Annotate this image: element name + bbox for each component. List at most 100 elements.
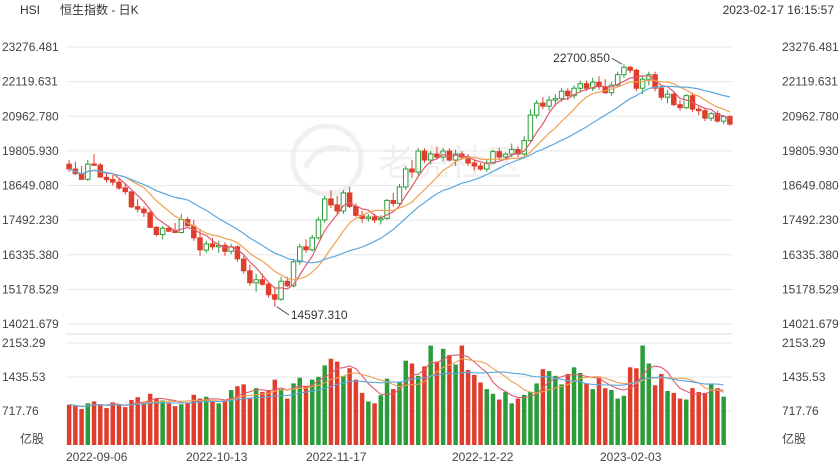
candle-body [141,208,147,214]
candle-body [303,246,309,251]
price-tick-label: 19805.930 [782,144,839,158]
candle-body [546,99,552,107]
volume-bar [247,398,253,445]
volume-bar [422,366,427,445]
candle-body [234,246,241,260]
volume-bar [253,388,259,445]
price-tick-label: 19805.930 [2,144,59,158]
candle-body [153,226,160,236]
volume-bar [228,390,234,445]
volume-bar [715,388,720,445]
volume-bar [621,395,627,445]
candle-body [384,199,390,219]
volume-bar [602,388,608,445]
candle-body [583,83,590,89]
volume-tick-label: 1435.53 [782,370,826,384]
low-annotation-pointer [276,306,290,316]
volume-bar [278,389,284,445]
moving-average-lines [68,75,731,290]
volume-bar [665,390,670,445]
candle-body [191,225,197,239]
candle-body [259,279,266,285]
candle-body [627,66,633,71]
candle-body [197,237,203,251]
volume-bar [690,388,695,445]
chart-title: 恒生指数 - 日K [60,2,139,17]
candle-body [371,216,378,221]
volume-axis-left: 2153.29 1435.53 717.76 [2,336,46,418]
candle-body [471,162,478,167]
candle-body [321,198,328,221]
candle-body [558,90,565,100]
candle-body [290,261,297,287]
candle-body [490,151,496,164]
candle-body [714,113,721,122]
candle-body [134,206,141,210]
volume-bar [397,382,402,445]
volume-bar [609,390,614,445]
volume-bar [104,408,109,445]
volume-bar [372,403,377,445]
date-tick-label: 2022-10-13 [186,450,248,464]
volume-bar [359,392,365,445]
candle-body [427,153,434,161]
candle-body [247,270,253,284]
candle-body [378,217,384,221]
candle-body [577,83,584,89]
watermark-logo-icon [290,123,364,197]
volume-bar [285,398,290,445]
price-axis-right: 23276.481 22119.631 20962.780 19805.930 1864… [782,40,839,331]
volume-unit-left: 亿股 [20,431,44,446]
candle-body [209,243,216,248]
candle-body [496,151,502,158]
price-tick-label: 18649.080 [782,179,839,193]
date-tick-label: 2022-09-06 [66,450,128,464]
volume-tick-label: 1435.53 [2,370,46,384]
candle-body [128,191,135,208]
volume-bar [154,398,159,445]
candle-body [116,181,122,189]
candle-body [421,150,428,161]
price-tick-label: 22119.631 [2,75,58,89]
candle-body [265,283,272,296]
price-tick-label: 16335.380 [2,248,59,262]
candle-body [309,237,315,251]
low-annotation-label: 14597.310 [291,308,348,322]
volume-bar [235,386,240,445]
volume-ma20-line [69,371,724,408]
volume-bar [671,392,677,445]
volume-bar [459,345,465,445]
volume-bar [122,407,128,445]
volume-tick-label: 2153.29 [2,336,46,350]
candle-body [110,178,116,183]
volume-bar [272,379,278,445]
date-tick-label: 2023-02-03 [600,450,662,464]
volume-bar [546,371,552,445]
volume-bar [677,398,683,445]
volume-bar [615,398,620,445]
candle-body [508,149,515,155]
price-axis-left: 23276.481 22119.631 20962.780 19805.930 1864… [2,40,59,331]
volume-bar [241,384,246,445]
candle-body [452,153,459,161]
volume-bar [366,401,371,445]
candle-body [633,69,640,89]
volume-tick-label: 2153.29 [782,336,826,350]
ma20-line [68,85,731,264]
candle-body [614,74,621,86]
volume-bar [447,354,452,445]
candle-body [621,66,627,76]
candle-body [596,81,602,88]
date-tick-label: 2022-12-22 [452,450,514,464]
candle-body [353,205,359,216]
volume-bar [160,400,165,445]
candle-body [533,102,540,116]
price-tick-label: 15178.529 [2,282,59,296]
volume-moving-average-lines [69,354,724,408]
candle-body [434,153,440,158]
price-tick-label: 17492.230 [2,213,59,227]
candle-body [540,102,546,107]
volume-bar [166,403,172,445]
volume-bar [347,368,352,445]
